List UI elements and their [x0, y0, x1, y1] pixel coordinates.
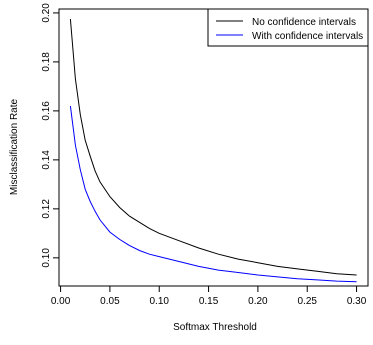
- x-tick-label: 0.00: [51, 296, 71, 307]
- plot-area-frame: [58, 8, 369, 287]
- legend-box: [207, 8, 369, 47]
- y-tick-label: 0.12: [41, 199, 52, 219]
- y-tick-label: 0.16: [41, 101, 52, 121]
- x-axis: 0.00 0.05 0.10 0.15 0.20 0.25 0.30: [51, 286, 367, 307]
- y-tick-label: 0.18: [41, 52, 52, 72]
- series-layer: [69, 18, 357, 283]
- x-tick-label: 0.05: [100, 296, 120, 307]
- y-tick-label: 0.10: [41, 248, 52, 268]
- y-tick-label: 0.20: [41, 3, 52, 23]
- y-axis-title: Misclassification Rate: [9, 98, 20, 195]
- x-tick-label: 0.10: [150, 296, 170, 307]
- series-line-with-confidence-intervals: [69, 105, 357, 283]
- y-axis: 0.10 0.12 0.14 0.16 0.18 0.20: [41, 3, 59, 268]
- legend-label-no-ci: No confidence intervals: [252, 17, 356, 28]
- x-axis-title: Softmax Threshold: [173, 322, 257, 333]
- y-tick-label: 0.14: [41, 150, 52, 170]
- x-tick-label: 0.20: [248, 296, 268, 307]
- x-tick-label: 0.25: [297, 296, 317, 307]
- x-tick-label: 0.30: [347, 296, 367, 307]
- legend: No confidence intervals With confidence …: [207, 8, 369, 47]
- series-line-no-confidence-intervals: [69, 18, 357, 276]
- legend-label-with-ci: With confidence intervals: [252, 31, 363, 42]
- x-tick-label: 0.15: [199, 296, 219, 307]
